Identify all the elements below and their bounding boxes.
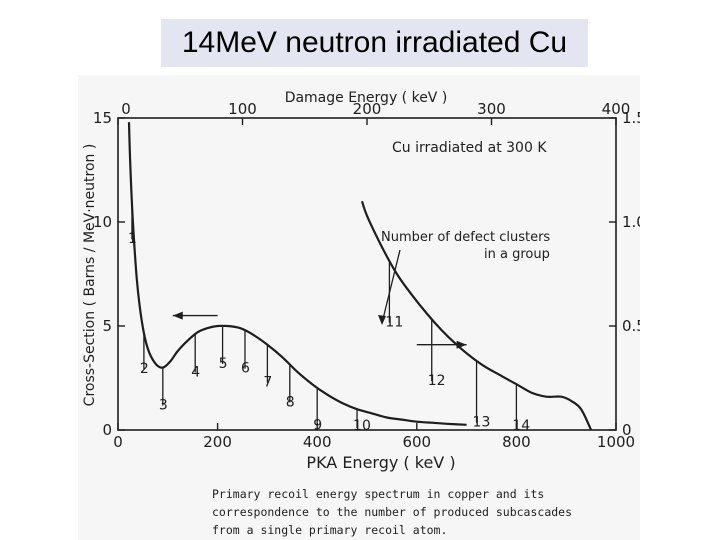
y-right-tick-label: 1.5 xyxy=(622,109,640,127)
y-right-tick-label: 1.0 xyxy=(622,213,640,231)
annotation-line-2: in a group xyxy=(484,247,550,262)
caption-line-3: from a single primary recoil atom. xyxy=(212,523,447,537)
x-top-tick-label: 300 xyxy=(477,100,506,118)
y-right-tick-label: 0.5 xyxy=(622,317,640,335)
ticks-layer: 02004006008001000010020030040005101500.5… xyxy=(93,100,640,451)
slide-title: 14MeV neutron irradiated Cu xyxy=(161,19,588,67)
y-axis-title: Cross-Section ( Barns / MeV·neutron ) xyxy=(82,144,98,407)
defect_cluster_number-line xyxy=(360,200,593,431)
y-tick-label: 15 xyxy=(93,109,112,127)
x-tick-label: 1000 xyxy=(597,433,635,451)
cluster-mark-label: 8 xyxy=(286,394,295,410)
x-tick-label: 600 xyxy=(402,433,431,451)
annotation-pointer xyxy=(381,249,401,324)
cluster-mark-label: 12 xyxy=(428,373,446,389)
x-top-tick-label: 100 xyxy=(228,100,257,118)
figure-panel: Damage Energy ( keV ) Cross-Section ( Ba… xyxy=(78,75,640,540)
cluster-mark-label: 9 xyxy=(313,418,322,434)
x-tick-label: 0 xyxy=(113,433,123,451)
x-top-tick-label: 0 xyxy=(121,100,131,118)
cluster-mark-label: 2 xyxy=(140,361,149,377)
cluster-mark-label: 3 xyxy=(159,398,168,414)
pka_spectrum-line xyxy=(127,122,467,426)
cluster-mark-label: 1 xyxy=(128,231,137,247)
y-tick-label: 10 xyxy=(93,213,112,231)
annotation-pointer-head xyxy=(378,315,386,325)
cluster-mark-label: 11 xyxy=(385,314,403,330)
plot-frame xyxy=(117,117,617,431)
x-tick-label: 200 xyxy=(203,433,232,451)
cluster-mark-label: 13 xyxy=(473,415,491,431)
cluster-mark-label: 5 xyxy=(219,356,228,372)
y-tick-label: 5 xyxy=(102,317,112,335)
caption-line-2: correspondence to the number of produced… xyxy=(212,505,572,519)
cluster-mark-label: 14 xyxy=(512,418,530,434)
x-tick-label: 400 xyxy=(303,433,332,451)
y-right-tick-label: 0 xyxy=(622,421,632,439)
arrow-right-head xyxy=(456,340,467,349)
top-axis-title: Damage Energy ( keV ) xyxy=(285,90,448,106)
cluster-mark-label: 6 xyxy=(241,361,250,377)
curves-layer xyxy=(127,122,593,431)
x-axis-title: PKA Energy ( keV ) xyxy=(306,453,455,472)
chart-title: Cu irradiated at 300 K xyxy=(392,140,547,156)
cluster-mark-label: 7 xyxy=(263,375,272,391)
annotation-line-1: Number of defect clusters xyxy=(381,230,550,245)
x-top-tick-label: 200 xyxy=(353,100,382,118)
arrow-left-head xyxy=(172,311,183,320)
x-top-tick-label: 400 xyxy=(602,100,631,118)
pka-chart: Damage Energy ( keV ) Cross-Section ( Ba… xyxy=(82,90,640,537)
y-tick-label: 0 xyxy=(102,421,112,439)
caption-line-1: Primary recoil energy spectrum in copper… xyxy=(212,487,544,501)
cluster-mark-label: 4 xyxy=(191,364,200,380)
cluster-mark-label: 10 xyxy=(353,418,371,434)
x-tick-label: 800 xyxy=(502,433,531,451)
arrows-layer xyxy=(172,249,467,349)
